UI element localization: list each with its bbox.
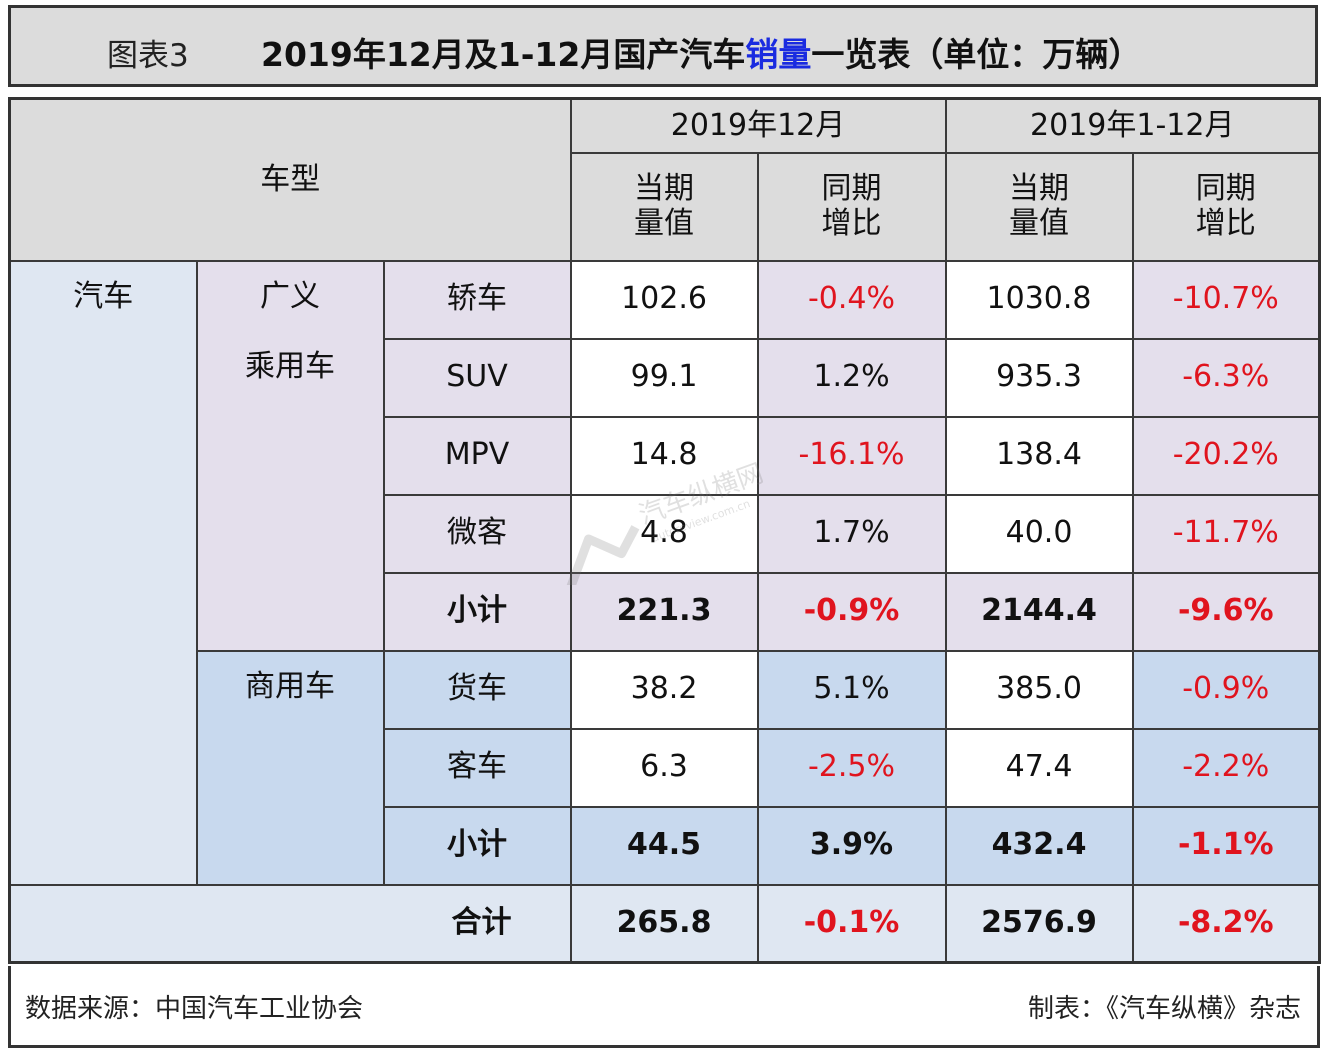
title-text-after: 一览表（单位：万辆） — [811, 35, 1142, 74]
ytd-yoy: -0.9% — [1131, 649, 1321, 730]
ytd-yoy: -11.7% — [1131, 493, 1321, 574]
table-row: MPV 14.8 -16.1% 138.4 -20.2% — [10, 415, 1321, 496]
ytd-yoy: -10.7% — [1131, 259, 1321, 340]
ytd-yoy: -1.1% — [1131, 805, 1321, 886]
ytd-yoy: -6.3% — [1131, 337, 1321, 418]
row-label-subtotal: 小计 — [382, 805, 572, 886]
ytd-value: 138.4 — [944, 415, 1134, 496]
table-maker: 制表：《汽车纵横》杂志 — [1027, 994, 1301, 1024]
header-vehicle-type: 车型 — [8, 97, 572, 262]
ytd-yoy: -2.2% — [1131, 727, 1321, 808]
title-bar: 图表3 2019年12月及1-12月国产汽车销量一览表（单位：万辆） — [8, 5, 1318, 87]
dec-value: 265.8 — [569, 883, 759, 964]
row-label-subtotal: 小计 — [382, 571, 572, 652]
row-label: 微客 — [382, 493, 572, 574]
row-label: 货车 — [382, 649, 572, 730]
table-row: 小计 44.5 3.9% 432.4 -1.1% — [10, 805, 1321, 886]
dec-yoy: 3.9% — [756, 805, 947, 886]
sales-table: 车型 2019年12月 2019年1-12月 当期 量值 同期 增比 当期 量值 同期… — [8, 97, 1322, 964]
title-text-highlight: 销量 — [745, 35, 812, 74]
ytd-value: 935.3 — [944, 337, 1134, 418]
dec-value: 6.3 — [569, 727, 759, 808]
ytd-value: 1030.8 — [944, 259, 1134, 340]
row-label: SUV — [382, 337, 572, 418]
table-title: 2019年12月及1-12月国产汽车销量一览表（单位：万辆） — [261, 28, 1141, 76]
data-source: 数据来源：中国汽车工业协会 — [25, 994, 364, 1024]
ytd-value: 47.4 — [944, 727, 1134, 808]
ytd-value: 40.0 — [944, 493, 1134, 574]
row-label-total: 合计 — [8, 883, 572, 964]
table-row-total: 合计 265.8 -0.1% 2576.9 -8.2% — [8, 883, 1321, 964]
dec-value: 4.8 — [569, 493, 759, 574]
dec-value: 221.3 — [569, 571, 759, 652]
ytd-yoy: -9.6% — [1131, 571, 1321, 652]
ytd-yoy: -20.2% — [1131, 415, 1321, 496]
ytd-value: 432.4 — [944, 805, 1134, 886]
dec-value: 38.2 — [569, 649, 759, 730]
header-ytd-yoy: 同期 增比 — [1131, 151, 1321, 262]
group-passenger: 广义 乘用车 — [195, 259, 385, 652]
dec-yoy: -2.5% — [756, 727, 947, 808]
dec-value: 102.6 — [569, 259, 759, 340]
dec-yoy: -0.4% — [756, 259, 947, 340]
table-row: SUV 99.1 1.2% 935.3 -6.3% — [10, 337, 1321, 418]
dec-yoy: 1.7% — [756, 493, 947, 574]
ytd-value: 2576.9 — [944, 883, 1134, 964]
dec-yoy: -0.9% — [756, 571, 947, 652]
table-row: 商用车 货车 38.2 5.1% 385.0 -0.9% — [10, 649, 1321, 886]
footer: 数据来源：中国汽车工业协会 制表：《汽车纵横》杂志 — [8, 966, 1320, 1048]
table-row: 汽车 广义 乘用车 轿车 102.6 -0.4% 1030.8 -10.7% — [8, 259, 1321, 886]
group-commercial: 商用车 — [195, 649, 385, 886]
header-ytd-value: 当期 量值 — [944, 151, 1134, 262]
dec-value: 44.5 — [569, 805, 759, 886]
table-row: 小计 221.3 -0.9% 2144.4 -9.6% — [10, 571, 1321, 652]
dec-yoy: 5.1% — [756, 649, 947, 730]
dec-yoy: 1.2% — [756, 337, 947, 418]
ytd-yoy: -8.2% — [1131, 883, 1321, 964]
figure-number: 图表3 — [107, 38, 189, 74]
table-row: 客车 6.3 -2.5% 47.4 -2.2% — [10, 727, 1321, 808]
title-text-before: 2019年12月及1-12月国产汽车 — [261, 35, 746, 74]
row-label: MPV — [382, 415, 572, 496]
dec-yoy: -16.1% — [756, 415, 947, 496]
table-row: 微客 4.8 1.7% 40.0 -11.7% — [10, 493, 1321, 574]
header-period-ytd: 2019年1-12月 — [944, 97, 1321, 154]
row-label: 轿车 — [382, 259, 572, 340]
header-dec-value: 当期 量值 — [569, 151, 759, 262]
dec-value: 99.1 — [569, 337, 759, 418]
row-label: 客车 — [382, 727, 572, 808]
header-period-dec: 2019年12月 — [569, 97, 947, 154]
dec-value: 14.8 — [569, 415, 759, 496]
dec-yoy: -0.1% — [756, 883, 947, 964]
header-dec-yoy: 同期 增比 — [756, 151, 947, 262]
ytd-value: 385.0 — [944, 649, 1134, 730]
ytd-value: 2144.4 — [944, 571, 1134, 652]
group-car: 汽车 — [8, 259, 198, 886]
